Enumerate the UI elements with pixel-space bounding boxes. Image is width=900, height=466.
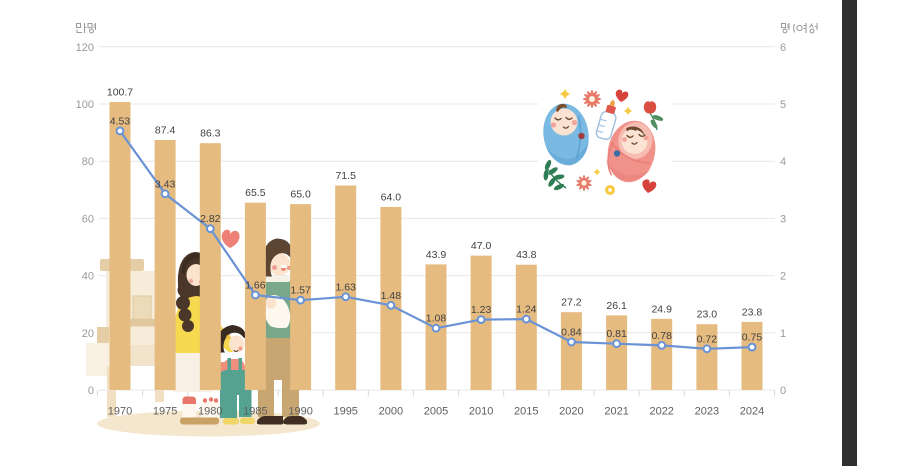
svg-text:2020: 2020: [559, 406, 583, 418]
svg-text:1970: 1970: [108, 406, 132, 418]
svg-text:2000: 2000: [379, 406, 403, 418]
svg-text:2023: 2023: [695, 406, 719, 418]
svg-text:43.8: 43.8: [516, 249, 537, 261]
svg-text:6: 6: [780, 42, 786, 54]
svg-text:65.0: 65.0: [290, 189, 311, 201]
svg-text:65.5: 65.5: [245, 187, 266, 199]
svg-text:87.4: 87.4: [155, 125, 176, 137]
svg-text:1.63: 1.63: [335, 281, 356, 293]
svg-text:1.48: 1.48: [381, 290, 402, 302]
svg-text:60: 60: [82, 213, 94, 225]
svg-text:0.72: 0.72: [697, 333, 718, 345]
svg-text:2: 2: [780, 271, 786, 283]
svg-text:0.81: 0.81: [606, 328, 627, 340]
svg-text:0: 0: [88, 385, 94, 397]
svg-text:23.8: 23.8: [742, 306, 763, 318]
svg-text:0: 0: [780, 385, 786, 397]
svg-text:24.9: 24.9: [651, 303, 672, 315]
svg-text:3.43: 3.43: [155, 178, 176, 190]
svg-text:2024: 2024: [740, 406, 764, 418]
svg-text:80: 80: [82, 156, 94, 168]
svg-text:2022: 2022: [649, 406, 673, 418]
svg-text:100.7: 100.7: [107, 87, 133, 99]
svg-text:120: 120: [76, 42, 94, 54]
svg-text:47.0: 47.0: [471, 240, 492, 252]
svg-text:0.84: 0.84: [561, 327, 582, 339]
svg-text:1990: 1990: [288, 406, 312, 418]
svg-text:1.57: 1.57: [290, 285, 311, 297]
svg-text:5: 5: [780, 99, 786, 111]
svg-text:2.82: 2.82: [200, 213, 221, 225]
svg-text:64.0: 64.0: [381, 192, 402, 204]
svg-text:0.75: 0.75: [742, 332, 763, 344]
svg-text:26.1: 26.1: [606, 300, 627, 312]
svg-text:1980: 1980: [198, 406, 222, 418]
svg-text:1.66: 1.66: [245, 280, 266, 292]
svg-text:1995: 1995: [333, 406, 357, 418]
svg-text:71.5: 71.5: [335, 170, 356, 182]
svg-text:1985: 1985: [243, 406, 267, 418]
svg-text:40: 40: [82, 271, 94, 283]
svg-text:20: 20: [82, 328, 94, 340]
svg-text:1.08: 1.08: [426, 313, 447, 325]
svg-text:43.9: 43.9: [426, 249, 447, 261]
svg-text:2021: 2021: [604, 406, 628, 418]
svg-text:1.24: 1.24: [516, 304, 537, 316]
svg-text:3: 3: [780, 213, 786, 225]
svg-text:1975: 1975: [153, 406, 177, 418]
svg-text:86.3: 86.3: [200, 128, 221, 140]
svg-text:0.78: 0.78: [651, 330, 672, 342]
svg-text:2010: 2010: [469, 406, 493, 418]
svg-text:100: 100: [76, 99, 94, 111]
svg-text:4: 4: [780, 156, 786, 168]
svg-text:2005: 2005: [424, 406, 448, 418]
svg-text:1.23: 1.23: [471, 304, 492, 316]
svg-text:1: 1: [780, 328, 786, 340]
svg-text:2015: 2015: [514, 406, 538, 418]
svg-text:23.0: 23.0: [697, 309, 718, 321]
svg-text:4.53: 4.53: [110, 115, 131, 127]
svg-text:27.2: 27.2: [561, 297, 582, 309]
